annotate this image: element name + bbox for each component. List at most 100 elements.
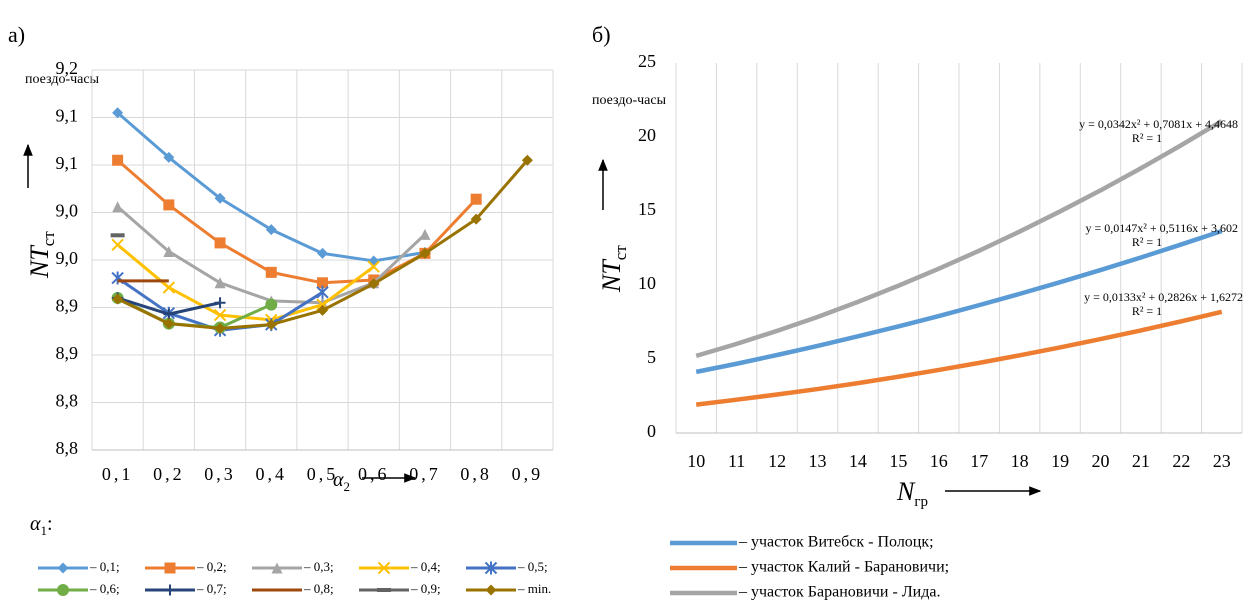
- marker: [419, 247, 431, 259]
- x-tick-label: 0,1: [102, 464, 134, 484]
- marker: [317, 247, 328, 259]
- y-tick-label: 15: [638, 199, 656, 219]
- y-tick-label: 9,0: [56, 248, 79, 268]
- marker: [368, 255, 380, 267]
- x-tick-label: 0,4: [256, 464, 288, 484]
- x-tick-label: 0,8: [460, 464, 492, 484]
- x-tick-label: 0,6: [358, 464, 390, 484]
- marker: [214, 322, 226, 334]
- marker: [112, 293, 124, 305]
- series-line: [116, 111, 426, 263]
- marker: [163, 199, 175, 211]
- y-tick-label: 10: [638, 273, 656, 293]
- trendline-r2: R² = 1: [1132, 235, 1162, 249]
- marker: [316, 285, 329, 299]
- marker: [419, 228, 431, 240]
- marker: [214, 237, 226, 249]
- y-tick-label: 8,9: [56, 296, 79, 316]
- legend-label: – участок Барановичи - Лида.: [738, 584, 940, 601]
- series-line: [695, 309, 1223, 407]
- marker: [265, 266, 277, 278]
- x-tick-label: 19: [1051, 451, 1069, 471]
- series-line: [116, 205, 426, 305]
- series-line: [695, 228, 1223, 375]
- x-tick-label: 14: [849, 451, 867, 471]
- x-tick-label: 0,2: [153, 464, 185, 484]
- x-tick-label: 10: [687, 451, 705, 471]
- trendline-r2: R² = 1: [1132, 131, 1162, 145]
- y-tick-label: 9,0: [56, 201, 79, 221]
- y-tick-label: 8,8: [56, 391, 79, 411]
- y-axis-label: NTст: [25, 231, 58, 279]
- y-label-main: NT: [25, 245, 54, 279]
- marker: [521, 154, 533, 166]
- marker: [214, 297, 226, 309]
- x-tick-label: 18: [1011, 451, 1029, 471]
- marker: [368, 278, 380, 290]
- marker: [163, 308, 175, 320]
- x-tick-label: 12: [768, 451, 786, 471]
- x-tick-label: 20: [1092, 451, 1110, 471]
- legend-label: – 0,2;: [196, 559, 227, 574]
- trendline-equation: y = 0,0133x² + 0,2826x + 1,6272: [1084, 290, 1243, 304]
- marker: [470, 193, 482, 205]
- y-tick-label: 9,1: [56, 106, 79, 126]
- legend-label: – 0,3;: [303, 559, 334, 574]
- legend-label: – 0,9;: [410, 581, 441, 596]
- legend-label: – min.: [517, 581, 551, 596]
- legend-label: – участок Витебск - Полоцк;: [738, 534, 934, 551]
- marker: [265, 298, 278, 311]
- legend-title: α1:: [30, 513, 53, 538]
- legend-title-sub: 1: [41, 523, 48, 538]
- legend-label: – 0,4;: [410, 559, 441, 574]
- x-label-sub: 2: [344, 479, 351, 494]
- legend-label: – 0,6;: [89, 581, 120, 596]
- y-tick-label: 8,9: [56, 343, 79, 363]
- marker: [163, 245, 175, 257]
- panel-label: а): [8, 22, 25, 47]
- marker: [470, 213, 482, 225]
- marker: [484, 561, 498, 575]
- y-tick-label: 9,1: [56, 153, 79, 173]
- legend-title-end: :: [47, 513, 53, 535]
- legend-label: – 0,5;: [517, 559, 548, 574]
- y-axis-label: NTст: [597, 245, 630, 293]
- y-tick-label: 20: [638, 125, 656, 145]
- x-axis-label: α2: [333, 469, 350, 494]
- y-tick-label: 9,2: [56, 58, 79, 78]
- legend-label: – 0,8;: [303, 581, 334, 596]
- x-tick-label: 0,9: [512, 464, 544, 484]
- trendline-r2: R² = 1: [1132, 304, 1162, 318]
- marker: [317, 304, 328, 316]
- marker: [112, 154, 124, 166]
- x-tick-label: 11: [728, 451, 745, 471]
- unit-label: поездо-часы: [592, 93, 667, 108]
- marker: [57, 562, 69, 574]
- marker: [162, 281, 176, 294]
- marker: [163, 151, 175, 163]
- legend-label: – участок Калий - Барановичи;: [738, 559, 949, 576]
- y-label-main: NT: [597, 259, 626, 293]
- x-tick-label: 0,3: [204, 464, 236, 484]
- marker: [265, 319, 277, 331]
- marker: [111, 238, 124, 252]
- marker: [213, 308, 227, 322]
- y-label-sub: ст: [39, 231, 58, 247]
- y-tick-label: 25: [638, 51, 656, 71]
- y-label-sub: ст: [611, 245, 630, 261]
- trendline-equation: y = 0,0147x² + 0,5116x + 3,602: [1086, 221, 1238, 235]
- x-tick-label: 21: [1132, 451, 1150, 471]
- x-tick-label: 0,7: [409, 464, 441, 484]
- marker: [111, 271, 124, 285]
- marker: [112, 107, 124, 119]
- marker: [271, 562, 283, 574]
- marker: [57, 584, 69, 596]
- series-line: [695, 119, 1223, 359]
- marker: [214, 192, 226, 204]
- x-axis-label: Nгр: [896, 477, 928, 510]
- x-label-sub: гр: [914, 494, 928, 510]
- x-tick-label: 0,5: [307, 464, 339, 484]
- legend-label: – 0,1;: [89, 559, 120, 574]
